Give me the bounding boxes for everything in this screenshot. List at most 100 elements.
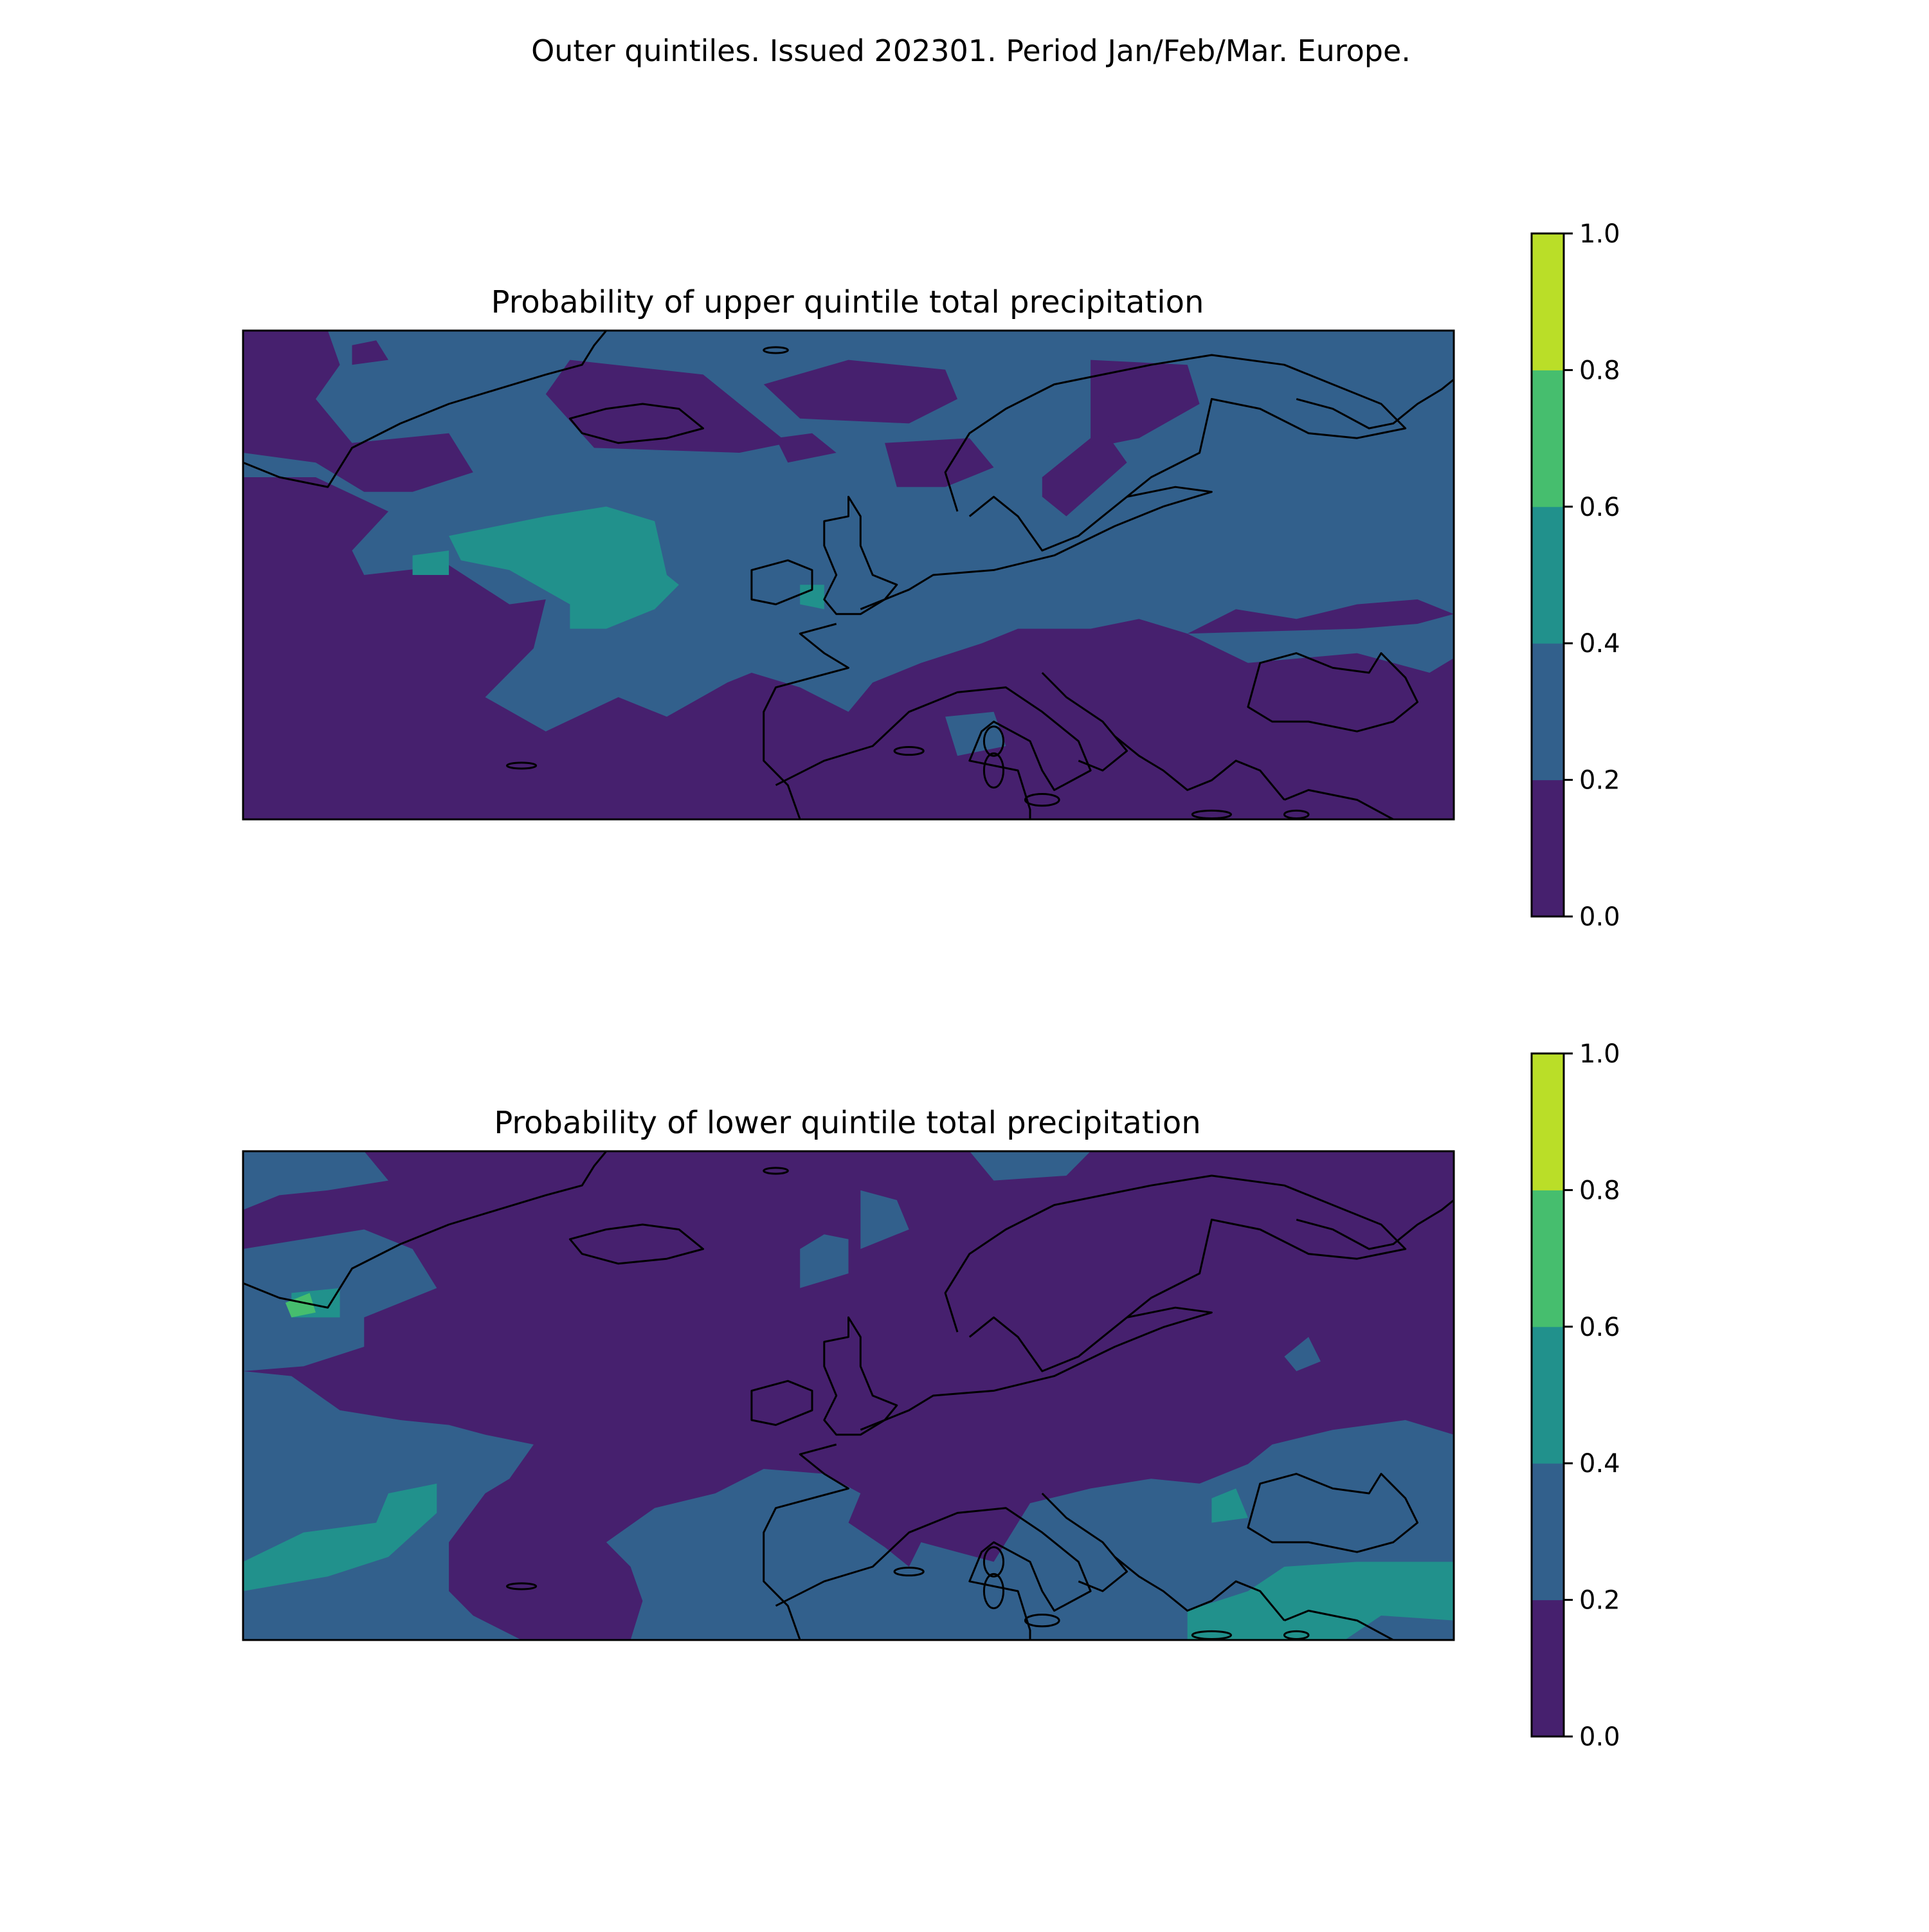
sardinia-coast (983, 752, 1005, 789)
lower-quintile-map (242, 1150, 1455, 1641)
iceland-coast (568, 403, 704, 444)
probability-region-bin-1 (1284, 1336, 1321, 1371)
colorbar-tick-label: 0.4 (1579, 629, 1620, 659)
colorbar-tick-label: 0.8 (1579, 356, 1620, 385)
colorbar-segment (1532, 643, 1564, 781)
probability-region-bin-1 (243, 1151, 388, 1210)
colorbar-segment (1532, 1326, 1564, 1464)
probability-region-bin-0 (1042, 428, 1127, 516)
probability-region-bin-0 (243, 331, 473, 492)
probability-region-bin-2 (1187, 1562, 1454, 1640)
upper-quintile-panel: Probability of upper quintile total prec… (242, 219, 1620, 932)
probability-region-bin-1 (969, 1151, 1091, 1181)
colorbar-segment (1532, 779, 1564, 917)
lower-colorbar: 0.0 0.2 0.4 0.6 0.8 1.0 (1530, 1039, 1620, 1752)
colorbar-segment (1532, 1053, 1564, 1190)
anatolia-coast (1283, 1609, 1394, 1640)
lower-quintile-panel: Probability of lower quintile total prec… (242, 1039, 1620, 1752)
map-frame (242, 329, 1455, 821)
colorbar-tick-label: 0.6 (1579, 493, 1620, 522)
map-frame (242, 1150, 1455, 1641)
italy-coast (1041, 671, 1128, 772)
probability-region-bin-1 (243, 1229, 437, 1371)
greenland-coast (243, 1151, 608, 1309)
colorbar-segment (1532, 1463, 1564, 1601)
colorbar-segment (1532, 506, 1564, 644)
mediterranean-coast (775, 686, 1092, 819)
svalbard-coast (763, 1167, 789, 1175)
kola-coast (1296, 1199, 1454, 1250)
probability-region-bin-0 (1091, 360, 1200, 448)
colorbar-tick-label: 0.0 (1579, 1722, 1620, 1752)
colorbar-segment (1532, 1190, 1564, 1327)
anatolia-coast (1283, 788, 1394, 819)
scandinavia-coast (944, 354, 1407, 552)
probability-region-bin-0 (243, 477, 1454, 819)
panel-title: Probability of lower quintile total prec… (494, 1105, 1200, 1141)
colorbar-tick-label: 0.6 (1579, 1313, 1620, 1342)
probability-region-bin-3 (285, 1293, 316, 1318)
balkan-coast (1114, 735, 1285, 801)
probability-region-bin-0 (763, 360, 957, 424)
colorbar-segment (1532, 1599, 1564, 1737)
colorbar-segment (1532, 233, 1564, 370)
great-britain-coast (823, 495, 898, 615)
baltic-coast (860, 486, 1213, 610)
colorbar-tick-label: 0.4 (1579, 1449, 1620, 1479)
colorbar-tick-label: 0.0 (1579, 902, 1620, 932)
black-sea-coast (1247, 1473, 1418, 1553)
probability-region-bin-1 (800, 1234, 849, 1288)
sicily-coast (1024, 792, 1060, 807)
continental-coast (763, 623, 849, 819)
great-britain-coast (823, 1316, 898, 1436)
coastlines (243, 331, 1454, 819)
colorbar-tick-label: 0.2 (1579, 1586, 1620, 1616)
figure-title: Outer quintiles. Issued 202301. Period J… (531, 33, 1411, 68)
probability-region-bin-0 (775, 433, 837, 463)
svalbard-coast (763, 346, 789, 354)
coastlines (243, 1151, 1454, 1640)
upper-quintile-map (242, 329, 1455, 821)
colorbar-frame (1530, 232, 1565, 918)
probability-region-bin-2 (243, 1483, 437, 1591)
black-sea-coast (1247, 652, 1418, 733)
probability-region-bin-2 (412, 551, 449, 575)
crete-coast (1191, 809, 1233, 819)
ireland-coast (750, 1380, 813, 1426)
mediterranean-coast (775, 1507, 1092, 1640)
cyprus-coast (1283, 1630, 1310, 1640)
italy-coast (1041, 1492, 1128, 1592)
colorbar-segment (1532, 370, 1564, 507)
panel-title: Probability of upper quintile total prec… (491, 284, 1204, 320)
probability-region-bin-0 (885, 438, 994, 488)
cyprus-coast (1283, 809, 1310, 819)
baltic-coast (860, 1306, 1213, 1431)
colorbar-tick-label: 1.0 (1579, 1039, 1620, 1069)
colorbar-tick-label: 1.0 (1579, 219, 1620, 249)
upper-colorbar: 0.0 0.2 0.4 0.6 0.8 1.0 (1530, 219, 1620, 932)
greenland-coast (243, 331, 608, 488)
corsica-coast (983, 725, 1005, 757)
balkan-coast (1114, 1556, 1285, 1621)
probability-region-bin-2 (800, 585, 824, 610)
probability-region-bin-1 (860, 1190, 909, 1249)
colorbar-tick-label: 0.8 (1579, 1176, 1620, 1205)
colorbar-frame (1530, 1052, 1565, 1738)
balearic-coast (893, 1567, 925, 1577)
kola-coast (1296, 378, 1454, 430)
canary-islands-coast (505, 1582, 538, 1590)
crete-coast (1191, 1630, 1233, 1640)
probability-region-bin-2 (449, 506, 679, 629)
probability-region-bin-0 (352, 340, 388, 365)
probability-region-bin-2 (1211, 1488, 1248, 1523)
iceland-coast (568, 1223, 704, 1265)
canary-islands-coast (505, 761, 538, 770)
colorbar-tick-label: 0.2 (1579, 766, 1620, 796)
continental-coast (763, 1443, 849, 1640)
ireland-coast (750, 559, 813, 606)
corsica-coast (983, 1546, 1005, 1578)
sardinia-coast (983, 1572, 1005, 1610)
sicily-coast (1024, 1613, 1060, 1628)
balearic-coast (893, 746, 925, 756)
